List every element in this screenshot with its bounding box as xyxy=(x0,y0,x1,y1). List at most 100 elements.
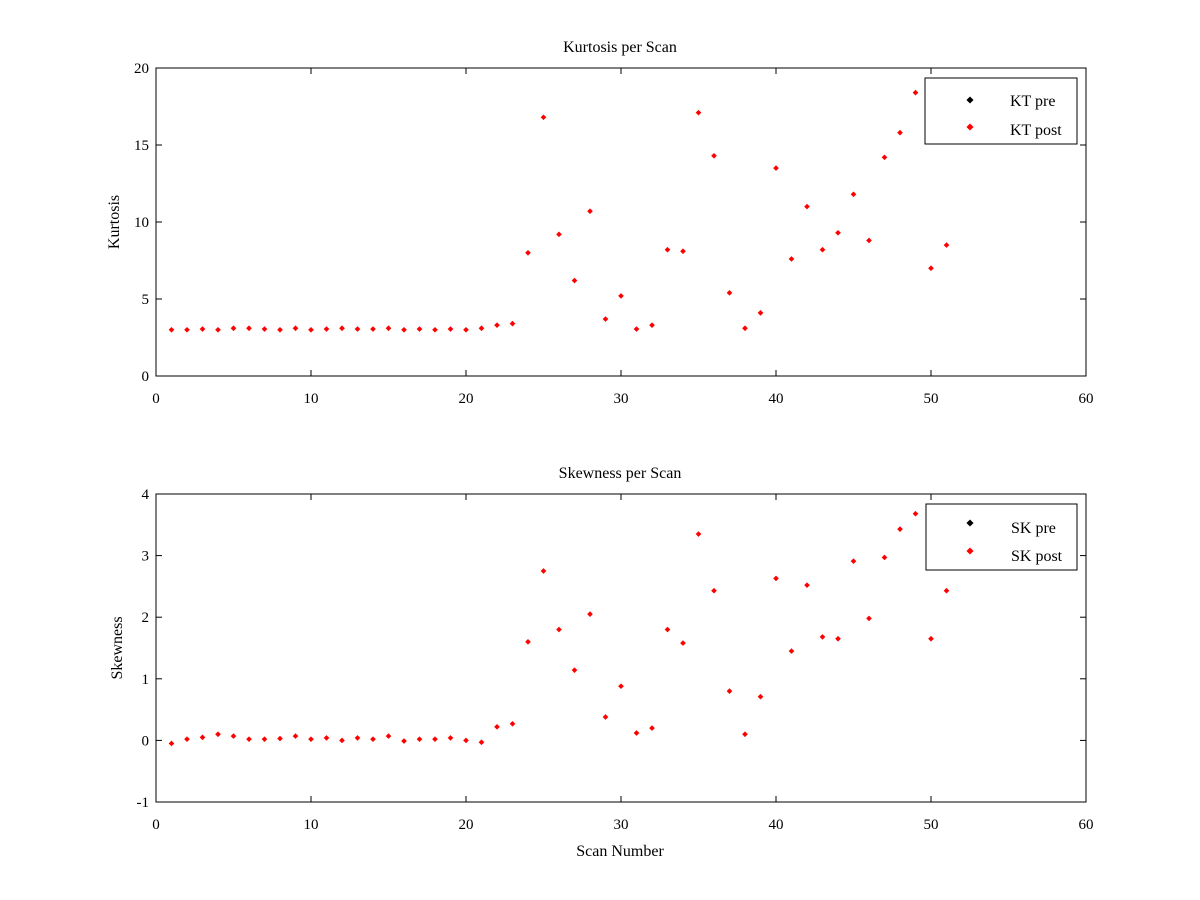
kurtosis-data-point xyxy=(432,326,438,333)
skewness-data-point xyxy=(726,688,733,694)
skewness-y-tick-label: 2 xyxy=(142,610,150,626)
kurtosis-x-tick-label: 20 xyxy=(459,391,474,407)
kurtosis-data-point xyxy=(943,242,950,248)
skewness-data-point xyxy=(261,736,268,742)
skewness-data-point xyxy=(354,735,361,741)
kurtosis-data-point xyxy=(680,248,686,255)
kurtosis-data-point xyxy=(323,326,330,332)
kurtosis-y-ticks: 0 5 10 15 20 xyxy=(134,61,1086,385)
kurtosis-data-point xyxy=(215,326,221,333)
kt-pre-legend-label: KT pre xyxy=(1010,93,1055,110)
skewness-x-axis-label: Scan Number xyxy=(576,843,664,860)
kurtosis-y-axis-label: Kurtosis xyxy=(106,195,123,249)
sk-pre-legend-label: SK pre xyxy=(1011,520,1056,537)
skewness-data-point xyxy=(711,587,717,594)
skewness-panel: Skewness per Scan 0 10 20 30 40 50 60 -101234 … xyxy=(109,465,1094,860)
kurtosis-data-point xyxy=(757,310,764,316)
skewness-data-point xyxy=(339,737,345,744)
kt-post-legend-marker xyxy=(966,123,974,131)
skewness-data-point xyxy=(556,626,562,633)
kurtosis-data-point xyxy=(540,114,547,121)
kurtosis-data-point xyxy=(695,109,702,116)
kt-post-legend-label: KT post xyxy=(1010,122,1062,139)
kurtosis-y-tick-label: 20 xyxy=(134,61,149,77)
skewness-data-point xyxy=(540,568,547,574)
kurtosis-legend: KT pre KT post xyxy=(924,77,1078,145)
kurtosis-data-point xyxy=(664,246,671,253)
skewness-title: Skewness per Scan xyxy=(559,465,682,482)
skewness-data-point xyxy=(618,683,624,690)
skewness-data-point xyxy=(463,737,469,744)
sk-pre-legend-marker xyxy=(966,519,974,527)
kurtosis-legend-box xyxy=(924,77,1078,145)
kurtosis-panel: Kurtosis per Scan 0 10 20 30 40 50 60 0 5 10 15 20… xyxy=(106,39,1094,407)
kurtosis-data-point xyxy=(835,229,841,236)
skewness-x-tick-label: 20 xyxy=(459,817,474,833)
kurtosis-y-tick-label: 5 xyxy=(142,292,150,308)
skewness-data-point xyxy=(478,739,485,746)
kurtosis-data-point xyxy=(897,129,903,136)
skewness-data-point xyxy=(788,648,795,654)
kurtosis-data-point xyxy=(726,290,733,296)
kurtosis-y-tick-label: 0 xyxy=(142,369,150,385)
kurtosis-data-point xyxy=(292,325,299,332)
skewness-data-point xyxy=(897,526,903,532)
skewness-data-point xyxy=(680,640,686,646)
skewness-y-tick-label: 3 xyxy=(142,549,150,565)
sk-post-legend-label: SK post xyxy=(1011,548,1063,565)
skewness-data-point xyxy=(773,575,779,582)
kurtosis-data-point xyxy=(230,325,237,332)
kurtosis-data-point xyxy=(494,322,500,329)
sk-post-legend-marker xyxy=(966,547,974,555)
kurtosis-data-point xyxy=(168,326,175,333)
kurtosis-data-point xyxy=(385,325,392,332)
skewness-x-tick-label: 30 xyxy=(614,817,629,833)
skewness-data-point xyxy=(168,740,175,747)
skewness-data-point xyxy=(943,587,950,594)
kurtosis-data-point xyxy=(819,246,826,253)
skewness-data-point xyxy=(587,611,593,617)
kurtosis-data-point xyxy=(261,326,268,332)
skewness-data-point xyxy=(308,736,314,742)
skewness-data-point xyxy=(277,735,283,742)
kurtosis-x-tick-label: 30 xyxy=(614,391,629,407)
skewness-post-series xyxy=(168,510,950,747)
skewness-y-ticks: -1 0 1 2 3 4 xyxy=(137,487,1086,811)
skewness-data-point xyxy=(664,626,671,633)
kurtosis-data-point xyxy=(587,208,593,215)
kurtosis-data-point xyxy=(447,326,454,332)
skewness-data-point xyxy=(494,724,500,730)
skewness-data-point xyxy=(246,736,252,742)
kurtosis-y-tick-label: 15 xyxy=(134,138,149,154)
skewness-data-point xyxy=(757,693,764,700)
kurtosis-post-series xyxy=(168,89,950,333)
kurtosis-data-point xyxy=(199,326,206,332)
kurtosis-data-point xyxy=(525,249,531,256)
kurtosis-x-tick-label: 50 xyxy=(924,391,939,407)
skewness-data-point xyxy=(323,735,330,741)
skewness-data-point xyxy=(649,725,655,731)
skewness-data-point xyxy=(571,667,578,674)
skewness-data-point xyxy=(881,554,888,561)
kurtosis-data-point xyxy=(463,326,469,333)
skewness-data-point xyxy=(416,736,423,742)
skewness-legend-box xyxy=(925,503,1078,571)
skewness-plot-frame xyxy=(155,493,1087,803)
skewness-data-point xyxy=(633,730,640,736)
kurtosis-data-point xyxy=(339,325,345,332)
skewness-x-tick-label: 60 xyxy=(1079,817,1094,833)
skewness-y-tick-label: -1 xyxy=(137,795,150,811)
kurtosis-data-point xyxy=(881,154,888,161)
skewness-x-tick-label: 0 xyxy=(152,817,160,833)
kurtosis-title: Kurtosis per Scan xyxy=(563,39,677,56)
skewness-data-point xyxy=(912,510,919,517)
skewness-data-point xyxy=(509,720,516,727)
skewness-x-tick-label: 10 xyxy=(304,817,319,833)
kurtosis-data-point xyxy=(742,325,748,332)
skewness-data-point xyxy=(602,714,609,720)
skewness-data-point xyxy=(850,558,857,564)
skewness-x-tick-label: 50 xyxy=(924,817,939,833)
skewness-x-ticks: 0 10 20 30 40 50 60 xyxy=(152,494,1094,833)
skewness-data-point xyxy=(385,733,392,739)
kurtosis-y-tick-label: 10 xyxy=(134,215,149,231)
